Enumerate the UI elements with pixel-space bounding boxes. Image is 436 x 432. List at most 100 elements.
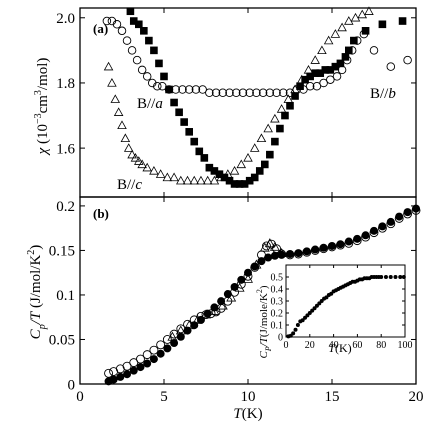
- panel-a-ba-point-33: [291, 92, 299, 100]
- inset-xtick-label-4: 80: [376, 340, 386, 351]
- panel-a-bb-point-2: [112, 20, 122, 29]
- panel-b-filled-point-11: [176, 332, 185, 341]
- annotation-b-a: B//a: [137, 96, 163, 112]
- panel-b-open-point-34: [327, 242, 337, 252]
- panel-a-ba-point-17: [210, 167, 219, 175]
- annotation-b-b: B//b: [370, 86, 396, 102]
- inset-xlabel: T(K): [328, 341, 351, 355]
- panel-a-ba-point-15: [200, 154, 209, 162]
- inset-xtick-label-3: 60: [352, 340, 362, 351]
- panel-b-open-point-30: [293, 249, 303, 259]
- panel-a-bc-point-15: [169, 172, 179, 182]
- panel-a-bc-point-19: [196, 175, 206, 185]
- panel-a-bc-point-38: [323, 35, 334, 45]
- panel-a-ba-point-37: [311, 69, 319, 77]
- panel-a-ba-point-23: [240, 180, 249, 188]
- panel-a-bc-point-6: [123, 143, 134, 152]
- panel-b-ylabel: Cp/T (J/mol/K2): [26, 245, 48, 340]
- panel-a-bc-point-32: [283, 94, 294, 103]
- panel-b-open-point-29: [285, 250, 295, 260]
- panel-a-bb-point-16: [191, 85, 201, 94]
- panel-a-bb-point-7: [137, 65, 147, 75]
- panel-b-triangle-point-0: [167, 331, 178, 341]
- panel-a-ba-point-28: [266, 150, 274, 159]
- panel-a-ba-point-36: [306, 72, 314, 81]
- panel-a-bb-point-11: [158, 81, 167, 91]
- inset-ytick-label-3: 0.3: [271, 297, 284, 308]
- panel-b-open-point-28: [277, 249, 287, 259]
- panel-a-bc-point-39: [330, 29, 341, 38]
- panel-a-bc-point-36: [310, 55, 320, 64]
- annotation-b-c: B//c: [117, 177, 142, 193]
- panel-a-ba-point-14: [195, 147, 204, 156]
- panel-b-filled-point-27: [286, 249, 294, 258]
- panel-a-ba-point-39: [321, 66, 330, 74]
- panel-b-open-point-27: [272, 244, 282, 254]
- panel-a-bc-point-12: [149, 166, 159, 175]
- panel-a-bc-point-2: [110, 94, 121, 103]
- inset-xtick-label-0: 0: [284, 340, 289, 351]
- panel-b-filled-point-5: [136, 363, 145, 372]
- panel-a-bb-point-41: [352, 36, 362, 45]
- inset-inset-point-3: [293, 327, 298, 332]
- panel-a-ba-point-11: [180, 118, 188, 126]
- panel-b-open-point-36: [344, 238, 354, 248]
- panel-b-filled-point-39: [386, 217, 395, 226]
- panel-a-bc-point-25: [236, 159, 247, 169]
- inset-ytick-label-1: 0.1: [271, 321, 284, 332]
- panel-a-bc-point-42: [350, 12, 361, 22]
- panel-a-ba-point-34: [296, 82, 304, 91]
- panel-b-filled-point-38: [378, 222, 387, 231]
- panel-a-bc-point-41: [344, 16, 354, 25]
- panel-b-ytick-label-1: 0.05: [49, 333, 75, 349]
- panel-b-triangle-point-2: [184, 320, 195, 330]
- panel-a-ba-point-8: [165, 85, 173, 94]
- inset-xtick-label-1: 20: [305, 340, 315, 351]
- panel-b-open-point-33: [319, 244, 329, 254]
- panel-a-ba-point-18: [215, 170, 224, 178]
- panel-b-xtick-label-4: 20: [409, 389, 424, 405]
- panel-b-triangle-point-14: [276, 247, 287, 257]
- panel-a-bb-point-6: [132, 55, 142, 65]
- panel-a-bc-point-29: [263, 123, 273, 133]
- panel-b-open-point-20: [230, 287, 240, 297]
- panel-b-triangle-point-3: [192, 314, 203, 324]
- panel-a-ba-point-32: [286, 101, 294, 110]
- panel-a-bc-point-31: [276, 104, 287, 113]
- panel-b-ytick-label-2: 0.1: [56, 288, 75, 304]
- panel-b-open-point-7: [149, 345, 159, 355]
- panel-a-bb-point-23: [238, 88, 248, 97]
- panel-b-filled-point-36: [361, 231, 370, 240]
- inset-ylabel: CP/T(J/mole/K2): [255, 285, 273, 358]
- panel-a-bc-point-16: [176, 175, 186, 185]
- panel-b-open-point-32: [310, 245, 320, 255]
- panel-a-ba-point-9: [170, 98, 178, 107]
- panel-a-bc-point-44: [364, 6, 374, 15]
- panel-b-open-point-8: [156, 340, 166, 350]
- panel-b-open-point-5: [136, 354, 145, 364]
- panel-a-bb-point-3: [117, 26, 127, 36]
- panel-b-label: (b): [93, 206, 109, 221]
- inset-ytick-label-5: 0.5: [271, 273, 284, 284]
- panel-a-ylabel: χ (10−3cm3/mol): [33, 58, 51, 157]
- panel-a-ba-point-21: [230, 180, 239, 188]
- panel-a-ba-point-16: [205, 163, 214, 172]
- panel-b-open-point-9: [162, 335, 172, 344]
- panel-b-triangle-point-11: [259, 242, 270, 252]
- panel-b-filled-point-40: [395, 212, 404, 221]
- panel-b-points: [104, 204, 421, 386]
- panel-b-filled-point-9: [163, 344, 172, 353]
- inset-xtick-label-2: 40: [329, 340, 339, 351]
- panel-a-ba-point-6: [155, 59, 163, 68]
- panel-a-bc-point-5: [120, 133, 131, 143]
- panel-a-bc-point-0: [103, 61, 114, 71]
- panel-b-xtick-label-3: 15: [325, 389, 340, 405]
- panel-a-bc-point-1: [107, 78, 117, 87]
- panel-a-bc-point-27: [249, 143, 260, 152]
- panel-b-filled-point-4: [129, 366, 138, 375]
- panel-b-open-point-35: [335, 240, 345, 250]
- panel-b-open-point-4: [129, 358, 139, 368]
- panel-a-ba-point-4: [145, 36, 153, 45]
- panel-b-xtick-label-0: 0: [76, 389, 84, 405]
- panel-b-open-point-22: [243, 271, 253, 281]
